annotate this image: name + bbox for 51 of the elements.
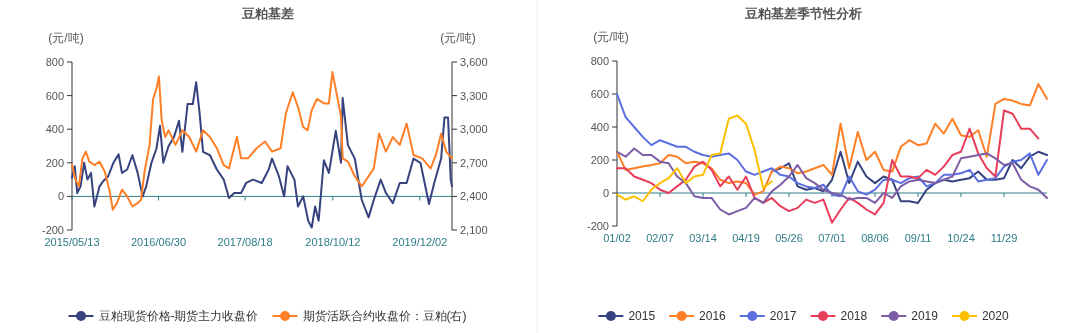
y2-tick-label: 3,600: [460, 56, 488, 68]
x-tick-label: 10/24: [947, 232, 975, 244]
x-tick-label: 08/06: [861, 232, 889, 244]
y-tick-label: 800: [45, 56, 64, 68]
y2-tick-label: 3,300: [460, 89, 488, 102]
line-series: [616, 114, 773, 203]
legend-label: 2020: [981, 309, 1009, 323]
line-series: [616, 147, 1048, 216]
legend-label: 期货活跃合约收盘价：豆粕(右): [302, 309, 467, 323]
line-series: [616, 109, 1040, 224]
y-tick-label: 200: [590, 154, 609, 166]
legend-label: 2019: [911, 309, 939, 323]
y-tick-label: 0: [57, 190, 64, 203]
x-tick-label: 07/01: [818, 232, 846, 244]
y-tick-label: -200: [586, 220, 609, 232]
line-series: [71, 71, 453, 211]
x-tick-label: 2015/05/13: [44, 236, 100, 248]
x-tick-label: 09/11: [904, 232, 932, 244]
legend-label: 豆粕现货价格-期货主力收盘价: [98, 309, 259, 323]
chart-title: 豆粕基差季节性分析: [744, 6, 862, 21]
y-tick-label: 0: [602, 187, 609, 199]
x-tick-label: 11/29: [990, 232, 1018, 244]
y-tick-label: 400: [45, 123, 64, 136]
y-tick-label: 600: [45, 89, 64, 102]
legend-label: 2017: [769, 309, 797, 323]
x-tick-label: 2017/08/18: [217, 236, 273, 248]
legend-label: 2018: [840, 309, 868, 323]
y-tick-label: 200: [45, 156, 64, 169]
x-tick-label: 2016/06/30: [131, 236, 187, 248]
y-axis-title: (元/吨): [48, 31, 84, 45]
y-tick-label: 600: [590, 88, 609, 100]
x-tick-label: 2018/10/12: [305, 236, 361, 248]
line-series: [71, 81, 453, 229]
x-tick-label: 03/14: [689, 232, 717, 244]
y-axis-title: (元/吨): [593, 30, 629, 44]
x-tick-label: 2019/12/02: [392, 236, 448, 248]
y-tick-label: 800: [590, 55, 609, 67]
y-tick-label: -200: [41, 224, 64, 236]
legend-label: 2015: [628, 309, 656, 323]
x-tick-label: 05/26: [775, 232, 803, 244]
legend-label: 2016: [699, 309, 727, 323]
y2-tick-label: 2,100: [460, 224, 488, 236]
y2-tick-label: 3,000: [460, 123, 488, 136]
y2-tick-label: 2,400: [460, 190, 488, 203]
x-tick-label: 01/02: [603, 232, 631, 244]
y2-tick-label: 2,700: [460, 156, 488, 169]
y2-axis-title: (元/吨): [440, 31, 476, 45]
x-tick-label: 02/07: [646, 232, 674, 244]
y-tick-label: 400: [590, 121, 609, 133]
x-tick-label: 04/19: [732, 232, 760, 244]
chart-title: 豆粕基差: [240, 6, 294, 21]
